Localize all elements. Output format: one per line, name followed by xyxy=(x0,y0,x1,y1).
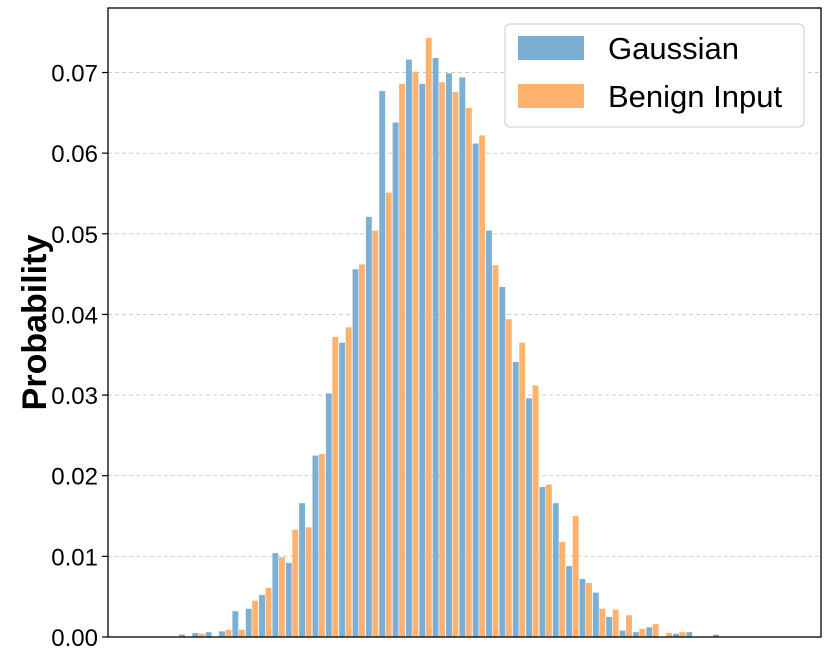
bar-benign-input xyxy=(412,71,419,637)
bar-gaussian xyxy=(352,269,359,637)
bar-gaussian xyxy=(579,578,586,637)
bar-gaussian xyxy=(285,562,292,637)
y-tick-label: 0.06 xyxy=(51,141,98,168)
bar-gaussian xyxy=(619,630,626,637)
bar-gaussian xyxy=(459,77,466,638)
bar-gaussian xyxy=(552,503,559,637)
y-tick-label: 0.00 xyxy=(51,625,98,652)
bar-gaussian xyxy=(339,342,346,637)
bar-benign-input xyxy=(252,600,259,637)
bar-benign-input xyxy=(265,587,272,637)
bar-benign-input xyxy=(399,83,405,638)
legend-label-benign-input: Benign Input xyxy=(608,79,782,114)
bar-benign-input xyxy=(439,82,446,637)
bar-benign-input xyxy=(225,629,232,637)
bar-gaussian xyxy=(232,611,239,637)
y-axis-label: Probability xyxy=(16,235,54,411)
legend-swatch-gaussian xyxy=(518,36,584,60)
bar-benign-input xyxy=(278,557,285,637)
bar-gaussian xyxy=(486,230,492,637)
bar-benign-input xyxy=(372,230,379,637)
bar-benign-input xyxy=(599,608,606,637)
bar-benign-input xyxy=(305,527,312,637)
y-tick-label: 0.01 xyxy=(51,544,98,571)
bar-gaussian xyxy=(325,393,332,637)
bar-gaussian xyxy=(606,616,613,637)
plot-frame xyxy=(107,7,822,638)
bar-benign-input xyxy=(626,615,632,637)
bar-benign-input xyxy=(572,516,579,637)
bar-benign-input xyxy=(359,264,365,637)
bar-benign-input xyxy=(385,192,392,638)
bar-gaussian xyxy=(632,632,639,637)
bar-gaussian xyxy=(539,487,546,637)
bar-benign-input xyxy=(425,37,432,637)
bars xyxy=(179,37,719,638)
bar-benign-input xyxy=(519,342,526,637)
bar-gaussian xyxy=(405,59,412,638)
bar-benign-input xyxy=(452,91,459,638)
legend: Gaussian Benign Input xyxy=(504,23,805,128)
legend-label-gaussian: Gaussian xyxy=(608,31,739,66)
bar-benign-input xyxy=(479,135,486,637)
bar-benign-input xyxy=(505,319,512,637)
bar-gaussian xyxy=(312,455,319,637)
bar-gaussian xyxy=(566,566,573,637)
bar-benign-input xyxy=(238,629,245,637)
bar-benign-input xyxy=(319,453,325,637)
legend-swatch-benign-input xyxy=(518,84,584,108)
bar-gaussian xyxy=(179,634,185,637)
bar-gaussian xyxy=(419,83,426,638)
bar-gaussian xyxy=(205,632,212,637)
bar-benign-input xyxy=(198,633,205,637)
bar-gaussian xyxy=(446,73,452,637)
bar-gaussian xyxy=(219,631,225,637)
y-tick-label: 0.05 xyxy=(51,222,98,249)
bar-benign-input xyxy=(545,484,552,637)
bar-benign-input xyxy=(612,609,619,637)
bar-gaussian xyxy=(592,592,599,637)
bar-gaussian xyxy=(686,632,693,637)
bar-benign-input xyxy=(559,541,566,637)
bar-benign-input xyxy=(492,265,499,637)
bar-gaussian xyxy=(432,58,439,637)
bar-gaussian xyxy=(379,91,386,637)
bar-benign-input xyxy=(586,582,592,637)
bar-gaussian xyxy=(472,143,479,638)
bar-benign-input xyxy=(666,632,672,637)
bar-gaussian xyxy=(713,634,719,637)
bar-benign-input xyxy=(332,337,339,637)
y-tick-label: 0.04 xyxy=(51,302,98,329)
bar-benign-input xyxy=(652,624,659,637)
bar-benign-input xyxy=(639,628,646,637)
bar-gaussian xyxy=(272,553,279,637)
bar-gaussian xyxy=(526,398,532,637)
bar-benign-input xyxy=(345,327,352,637)
bar-benign-input xyxy=(292,529,299,637)
y-tick-label: 0.07 xyxy=(51,61,98,88)
bar-benign-input xyxy=(532,385,539,637)
bar-gaussian xyxy=(192,632,199,637)
bar-gaussian xyxy=(512,362,519,637)
bar-benign-input xyxy=(465,107,472,638)
bar-gaussian xyxy=(646,627,653,637)
bar-gaussian xyxy=(672,633,679,637)
bar-gaussian xyxy=(392,122,399,637)
y-tick-label: 0.03 xyxy=(51,383,98,410)
bar-gaussian xyxy=(499,287,506,637)
bar-gaussian xyxy=(299,503,306,637)
bar-gaussian xyxy=(365,216,372,638)
bar-gaussian xyxy=(259,595,265,637)
y-axis-ticks: 0.00 0.01 0.02 0.03 0.04 0.05 0.06 0.07 xyxy=(51,61,108,652)
bar-gaussian xyxy=(245,608,252,637)
bar-benign-input xyxy=(679,632,686,637)
y-tick-label: 0.02 xyxy=(51,464,98,491)
